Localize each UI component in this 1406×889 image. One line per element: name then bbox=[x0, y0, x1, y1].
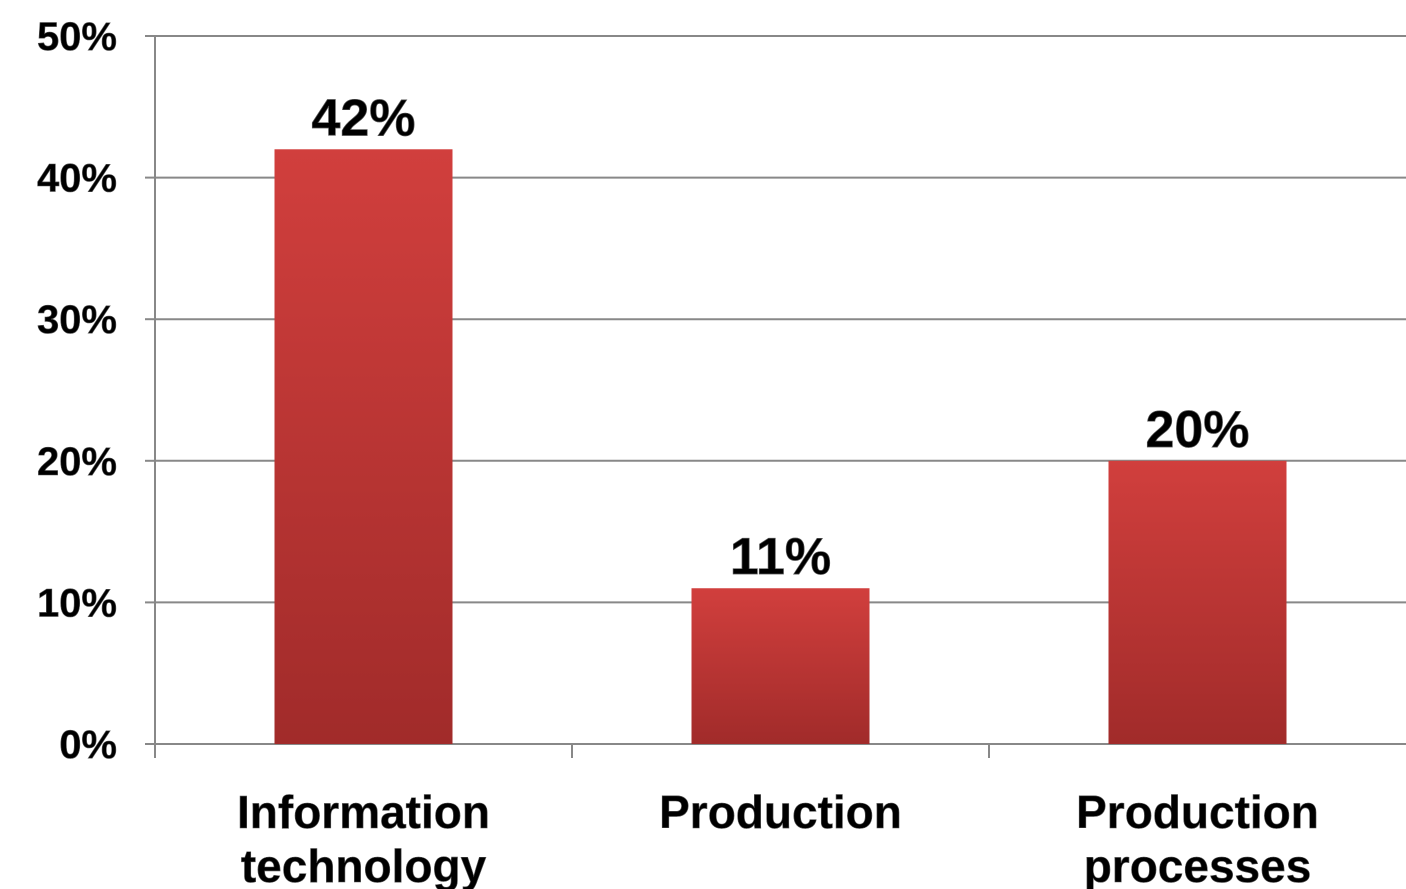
data-labels: 42% 11% 20% bbox=[311, 89, 1250, 587]
x-category-label: technology bbox=[241, 840, 487, 889]
x-category-label: processes bbox=[1084, 840, 1312, 889]
bars bbox=[274, 149, 1287, 744]
x-category-label: Information bbox=[237, 786, 490, 838]
data-label: 42% bbox=[311, 89, 415, 147]
y-tick-label: 0% bbox=[59, 723, 117, 767]
data-label: 20% bbox=[1145, 401, 1249, 459]
y-tick-label: 30% bbox=[37, 298, 117, 342]
bar bbox=[691, 588, 870, 744]
x-category-label: Production bbox=[1076, 786, 1319, 838]
y-tick-label: 20% bbox=[37, 440, 117, 484]
y-tick-label: 50% bbox=[37, 15, 117, 59]
y-tick-label: 40% bbox=[37, 157, 117, 201]
y-tick-label: 10% bbox=[37, 581, 117, 625]
y-axis-tick-labels: 0% 10% 20% 30% 40% 50% bbox=[37, 15, 118, 768]
data-label: 11% bbox=[730, 528, 831, 586]
bar bbox=[1108, 460, 1287, 744]
x-category-label: Production bbox=[659, 786, 902, 838]
bar bbox=[274, 149, 453, 744]
